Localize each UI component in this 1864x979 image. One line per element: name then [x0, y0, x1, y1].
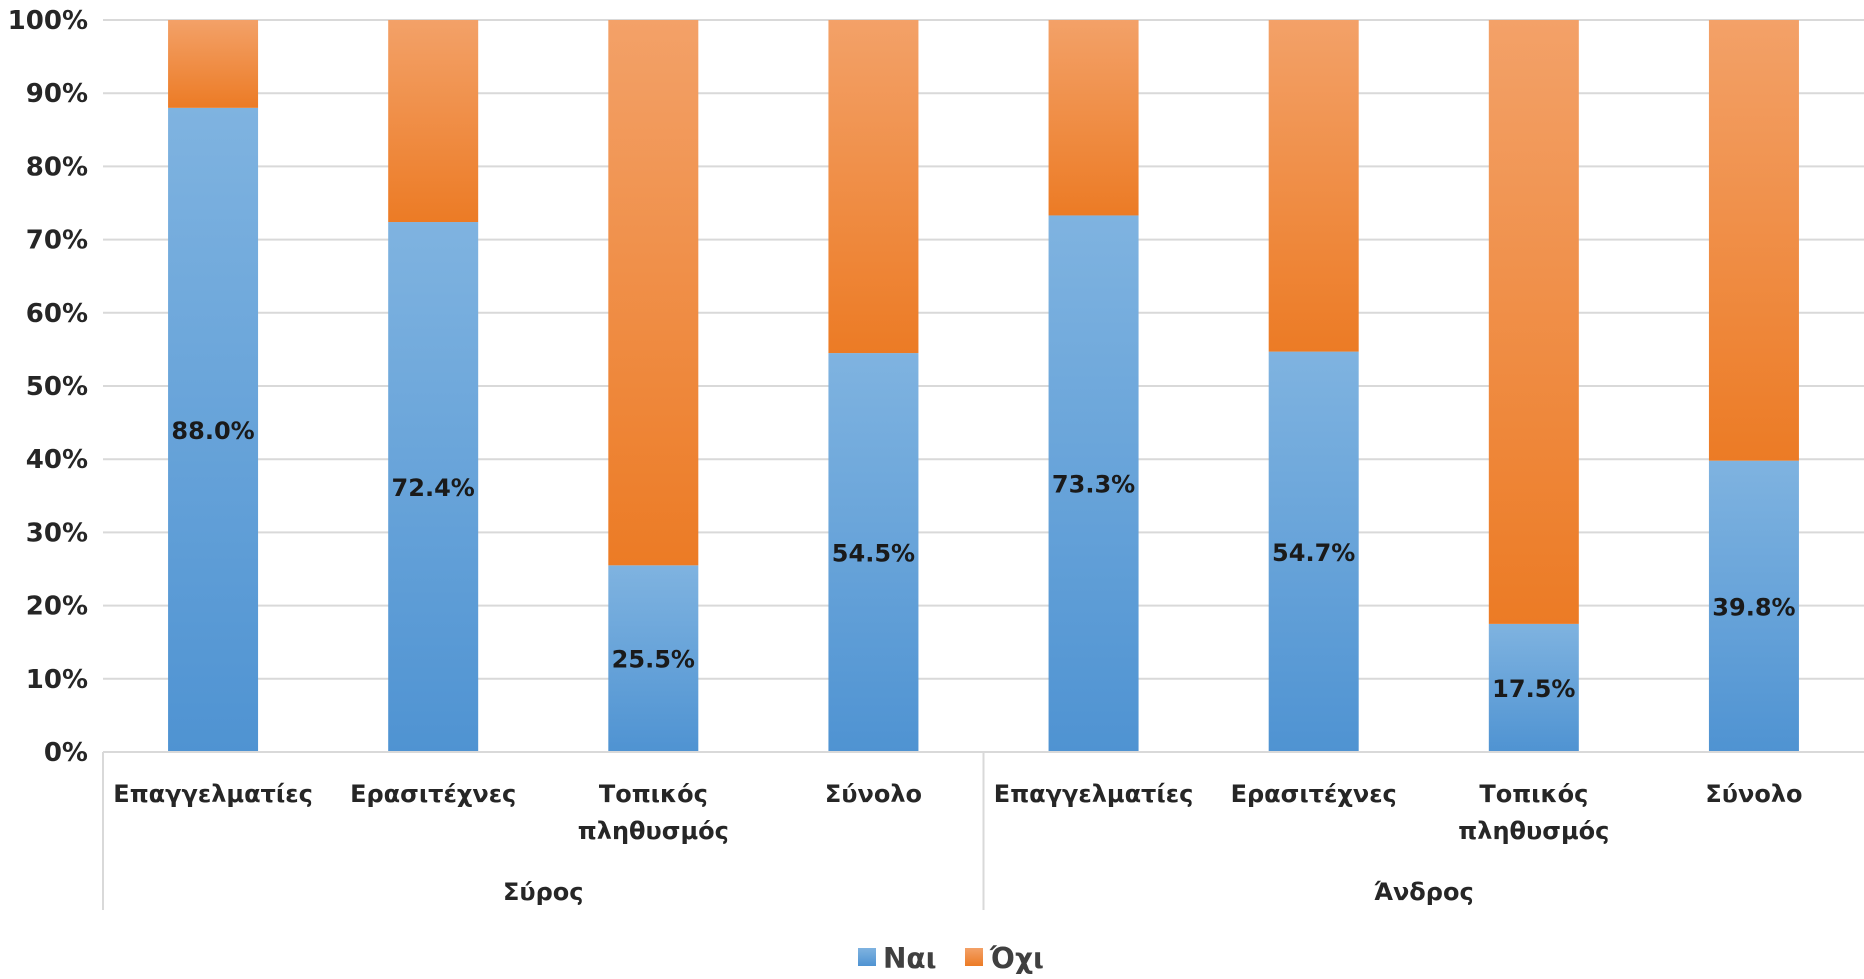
category-label: Επαγγελματίες	[113, 780, 313, 808]
bar-no	[828, 20, 919, 354]
bar-no	[1488, 20, 1579, 624]
category-label: Σύνολο	[825, 780, 922, 808]
y-tick-label: 50%	[26, 372, 88, 402]
legend: Ναι Όχι	[858, 942, 1044, 975]
group-label: Σύρος	[503, 878, 584, 906]
bar-yes	[388, 222, 479, 753]
category-label: Ερασιτέχνες	[350, 780, 516, 808]
data-label: 39.8%	[1712, 593, 1795, 621]
bars	[168, 20, 1799, 753]
data-label: 73.3%	[1052, 471, 1135, 499]
category-label: πληθυσμός	[578, 817, 729, 845]
category-label: Επαγγελματίες	[994, 780, 1194, 808]
y-tick-label: 80%	[26, 152, 88, 182]
bar-yes	[608, 565, 699, 752]
bar-yes	[1268, 351, 1359, 752]
data-label: 54.5%	[832, 540, 915, 568]
y-axis: 0% 10% 20% 30% 40% 50% 60% 70% 80% 90% 100%	[8, 6, 88, 768]
bar-yes	[828, 353, 919, 752]
bar-no	[608, 20, 699, 566]
category-label: Τοπικός	[599, 780, 708, 808]
y-tick-label: 70%	[26, 226, 88, 256]
y-tick-label: 20%	[26, 592, 88, 622]
bar-yes	[1488, 623, 1579, 752]
bar-yes	[1708, 460, 1799, 752]
category-label: Τοπικός	[1479, 780, 1588, 808]
legend-swatch-yes	[858, 948, 876, 966]
x-axis: Επαγγελματίες Ερασιτέχνες Τοπικός πληθυσμός…	[102, 751, 1864, 910]
bar-no	[388, 20, 479, 223]
y-tick-label: 40%	[26, 445, 88, 475]
category-label: πληθυσμός	[1458, 817, 1609, 845]
data-label: 54.7%	[1272, 539, 1355, 567]
bar-no	[1048, 20, 1139, 216]
legend-label: Ναι	[883, 942, 937, 975]
group-label: Άνδρος	[1374, 878, 1474, 906]
y-tick-label: 90%	[26, 79, 88, 109]
bar-no	[1708, 20, 1799, 461]
bar-yes	[168, 107, 259, 753]
bar-no	[168, 20, 259, 108]
legend-swatch-no	[965, 948, 983, 966]
category-label: Σύνολο	[1705, 780, 1802, 808]
bar-no	[1268, 20, 1359, 352]
gridlines	[103, 19, 1864, 753]
y-tick-label: 60%	[26, 299, 88, 329]
data-label: 88.0%	[171, 417, 254, 445]
legend-label: Όχι	[989, 942, 1044, 975]
data-label: 72.4%	[392, 474, 475, 502]
bar-yes	[1048, 215, 1139, 753]
y-tick-label: 10%	[26, 665, 88, 695]
category-label: Ερασιτέχνες	[1231, 780, 1397, 808]
data-label: 17.5%	[1492, 675, 1575, 703]
data-labels: 88.0% 72.4% 25.5% 54.5% 73.3% 54.7% 17.5% 39.8%	[171, 417, 1795, 703]
y-tick-label: 100%	[8, 6, 88, 36]
y-tick-label: 30%	[26, 518, 88, 548]
data-label: 25.5%	[612, 646, 695, 674]
y-tick-label: 0%	[44, 738, 88, 768]
